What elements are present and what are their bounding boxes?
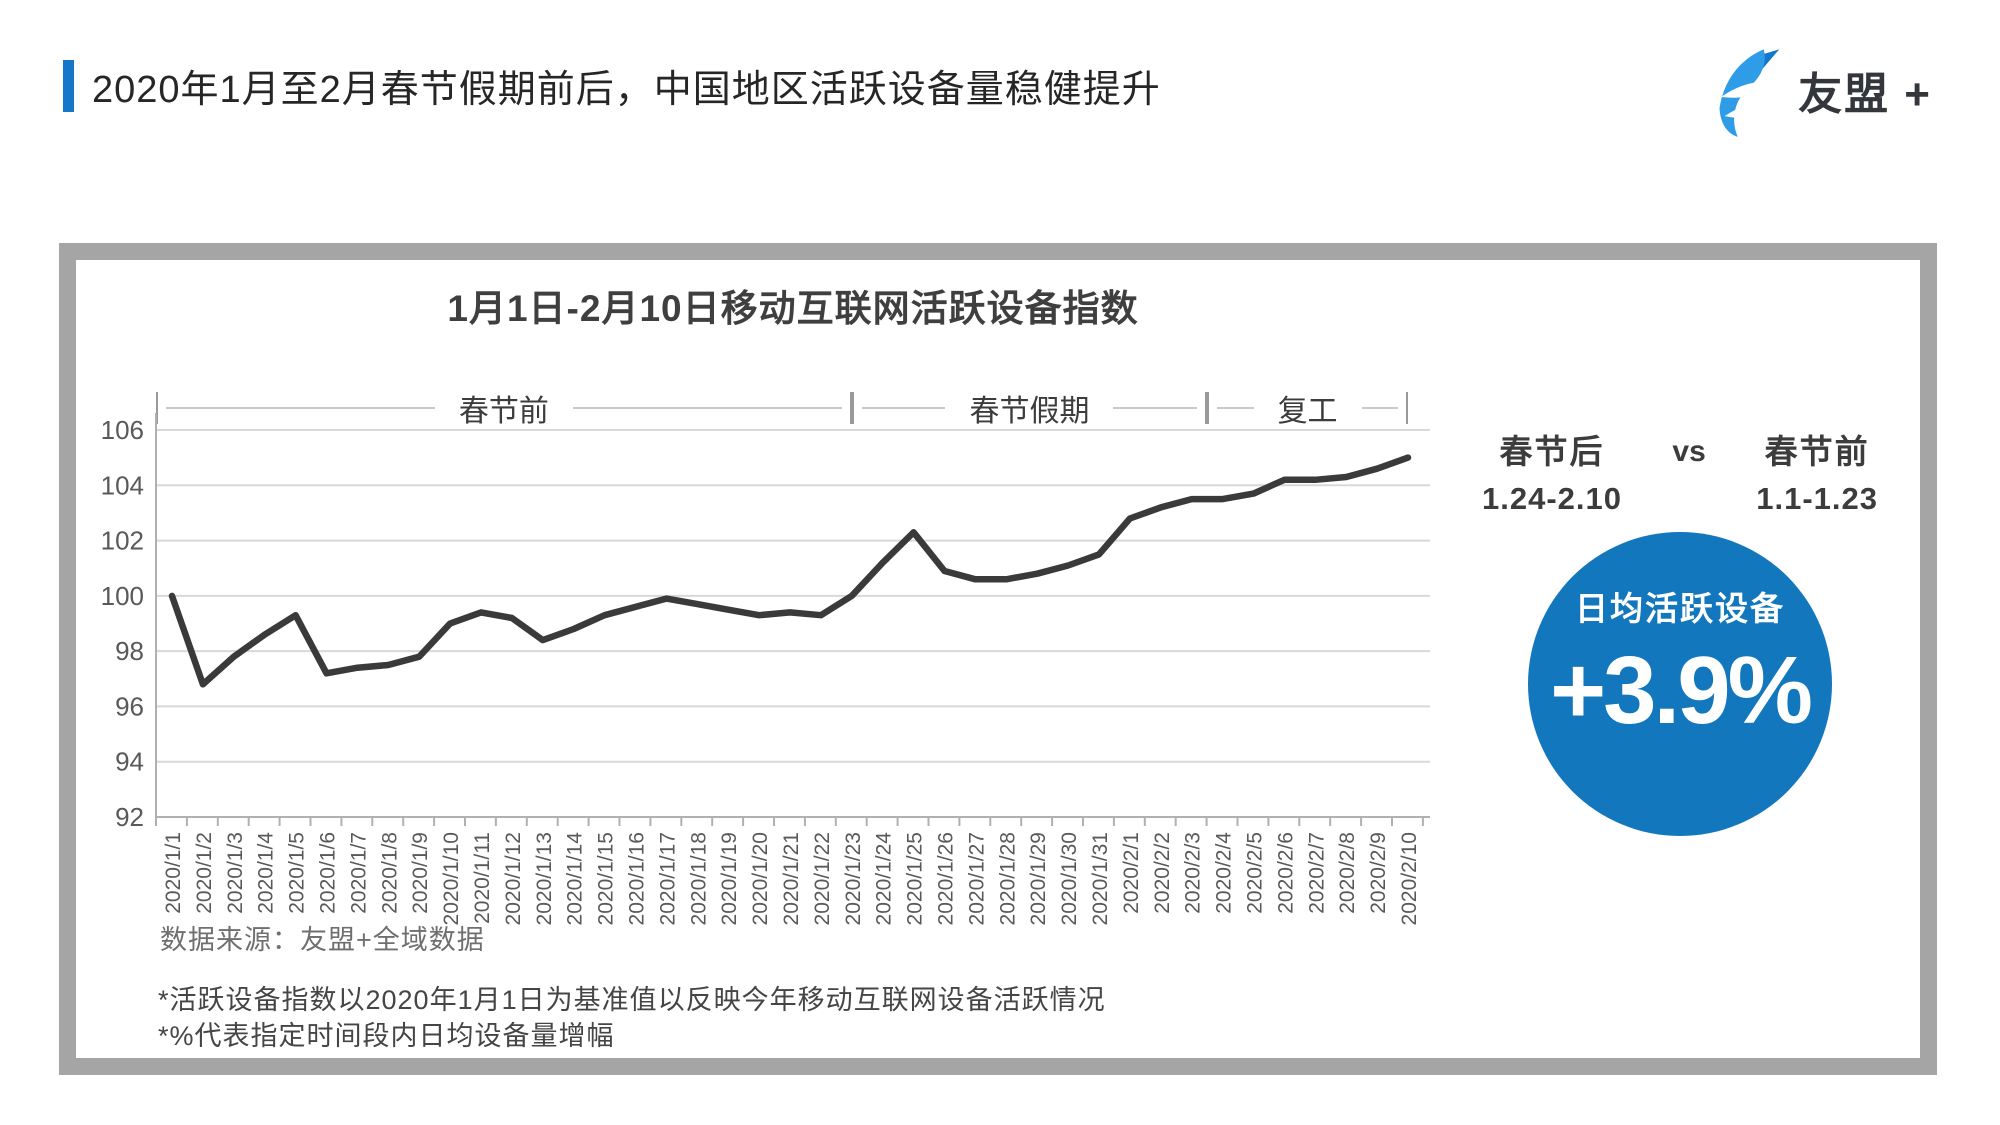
annotation-label: 春节前: [458, 395, 549, 428]
highlight-value: +3.9%: [1550, 637, 1813, 744]
x-tick-label: 2020/1/17: [656, 832, 679, 925]
x-tick-label: 2020/2/7: [1305, 832, 1328, 914]
period-annotation-row: 春节前 春节假期 复工: [156, 388, 1408, 428]
before-holiday-range: 1.1-1.23: [1756, 481, 1878, 516]
bracket-line: [1217, 407, 1254, 409]
x-tick-label: 2020/1/22: [811, 832, 834, 925]
annotation-section: 复工: [1207, 388, 1408, 428]
chart-title: 1月1日-2月10日移动互联网活跃设备指数: [447, 288, 1139, 329]
x-tick-label: 2020/1/5: [286, 832, 309, 914]
umeng-bird-icon: [1719, 49, 1780, 137]
highlight-circle: 日均活跃设备 +3.9%: [1528, 532, 1832, 836]
x-tick-label: 2020/1/4: [255, 832, 278, 914]
x-tick-label: 2020/1/14: [564, 832, 587, 926]
x-tick-label: 2020/2/2: [1151, 832, 1174, 914]
umeng-logo-text: 友盟 +: [1798, 70, 1932, 119]
bracket-line: [1113, 407, 1198, 409]
x-tick-label: 2020/1/26: [935, 832, 958, 925]
annotation-label: 春节假期: [969, 395, 1090, 428]
bracket-tick: [156, 392, 158, 424]
x-tick-label: 2020/1/7: [347, 832, 370, 914]
y-tick-label: 94: [115, 747, 144, 777]
comparison-panel: 春节后 1.24-2.10 vs 春节前 1.1-1.23: [1482, 425, 1878, 517]
footnotes: *活跃设备指数以2020年1月1日为基准值以反映今年移动互联网设备活跃情况 *%…: [158, 982, 1106, 1054]
before-holiday-label: 春节前: [1764, 433, 1870, 470]
x-tick-label: 2020/2/10: [1398, 832, 1421, 925]
footnote-line: *活跃设备指数以2020年1月1日为基准值以反映今年移动互联网设备活跃情况: [158, 985, 1106, 1015]
x-tick-label: 2020/1/12: [502, 832, 525, 925]
title-accent-bar: [63, 60, 74, 112]
x-tick-label: 2020/1/9: [409, 832, 432, 914]
data-source-note: 数据来源：友盟+全域数据: [160, 925, 485, 955]
umeng-logo: 友盟 +: [1710, 40, 1932, 140]
x-tick-label: 2020/1/23: [842, 832, 865, 925]
bracket-tick: [851, 392, 854, 424]
page-header: 2020年1月至2月春节假期前后，中国地区活跃设备量稳健提升 友盟 +: [0, 0, 2000, 160]
x-tick-label: 2020/1/15: [595, 832, 618, 925]
x-tick-label: 2020/1/30: [1058, 832, 1081, 925]
x-tick-label: 2020/2/6: [1274, 832, 1297, 914]
x-tick-label: 2020/1/18: [687, 832, 710, 925]
series-line: [168, 454, 1412, 688]
x-tick-label: 2020/2/9: [1367, 832, 1390, 914]
y-tick-label: 96: [115, 691, 144, 721]
x-tick-label: 2020/2/4: [1213, 832, 1236, 914]
x-tick-label: 2020/1/13: [533, 832, 556, 925]
y-tick-label: 102: [101, 526, 144, 556]
x-tick-label: 2020/1/16: [626, 832, 649, 925]
x-tick-label: 2020/1/24: [873, 832, 896, 926]
after-holiday-label: 春节后: [1499, 433, 1605, 470]
x-tick-label: 2020/1/11: [471, 832, 494, 924]
y-tick-label: 98: [115, 636, 144, 666]
bracket-tick: [1205, 392, 1208, 424]
y-tick-label: 106: [101, 415, 144, 445]
x-tick-label: 2020/2/1: [1120, 832, 1143, 914]
x-tick-label: 2020/2/3: [1182, 832, 1205, 914]
annotation-section: 春节假期: [851, 388, 1208, 428]
page-title: 2020年1月至2月春节假期前后，中国地区活跃设备量稳健提升: [92, 69, 1161, 111]
bracket-line: [572, 407, 842, 409]
highlight-label: 日均活跃设备: [1575, 590, 1785, 627]
x-tick-label: 2020/1/21: [780, 832, 803, 925]
bracket-tick: [1207, 392, 1210, 424]
x-tick-label: 2020/2/5: [1244, 832, 1267, 914]
after-holiday-block: 春节后 1.24-2.10: [1482, 425, 1622, 517]
x-tick-label: 2020/1/2: [193, 832, 216, 914]
x-tick-label: 2020/1/10: [440, 832, 463, 925]
bracket-line: [861, 407, 946, 409]
vs-label: vs: [1672, 435, 1706, 468]
x-tick-label: 2020/1/1: [162, 832, 185, 914]
footnote-line: *%代表指定时间段内日均设备量增幅: [158, 1021, 615, 1051]
before-holiday-block: 春节前 1.1-1.23: [1756, 425, 1878, 517]
y-tick-label: 92: [115, 802, 144, 832]
y-tick-label: 104: [101, 470, 144, 500]
x-tick-label: 2020/1/29: [1027, 832, 1050, 925]
x-tick-label: 2020/1/20: [749, 832, 772, 925]
bracket-tick: [849, 392, 852, 424]
x-tick-label: 2020/1/27: [965, 832, 988, 925]
annotation-section: 春节前: [156, 388, 852, 428]
x-tick-label: 2020/1/6: [317, 832, 340, 914]
y-tick-label: 100: [101, 581, 144, 611]
x-tick-label: 2020/1/8: [378, 832, 401, 914]
bracket-line: [1361, 407, 1398, 409]
x-tick-label: 2020/1/31: [1089, 832, 1112, 925]
annotation-label: 复工: [1277, 395, 1338, 428]
x-tick-label: 2020/1/25: [904, 832, 927, 925]
x-tick-label: 2020/1/3: [224, 832, 247, 914]
x-tick-label: 2020/1/19: [718, 832, 741, 925]
x-tick-label: 2020/1/28: [996, 832, 1019, 925]
x-tick-label: 2020/2/8: [1336, 832, 1359, 914]
bracket-line: [166, 407, 435, 409]
bracket-tick: [1405, 392, 1408, 424]
after-holiday-range: 1.24-2.10: [1482, 481, 1622, 516]
